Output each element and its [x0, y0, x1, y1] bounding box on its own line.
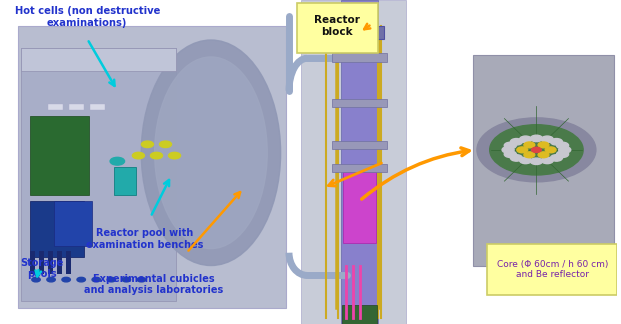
Circle shape — [517, 147, 528, 153]
Circle shape — [132, 152, 145, 159]
Circle shape — [545, 147, 556, 153]
Circle shape — [542, 136, 553, 143]
Circle shape — [62, 277, 70, 282]
FancyBboxPatch shape — [18, 26, 286, 308]
FancyBboxPatch shape — [332, 164, 387, 172]
Circle shape — [502, 146, 514, 153]
FancyBboxPatch shape — [297, 3, 378, 53]
Circle shape — [530, 158, 543, 165]
Circle shape — [550, 139, 563, 145]
Circle shape — [510, 139, 522, 145]
FancyBboxPatch shape — [343, 172, 376, 243]
Circle shape — [160, 141, 171, 147]
FancyBboxPatch shape — [487, 244, 617, 295]
Text: Core (Φ 60cm / h 60 cm)
and Be reflector: Core (Φ 60cm / h 60 cm) and Be reflector — [497, 260, 608, 279]
Circle shape — [538, 142, 549, 148]
FancyBboxPatch shape — [30, 251, 35, 274]
Circle shape — [524, 152, 535, 158]
FancyBboxPatch shape — [48, 104, 63, 110]
FancyBboxPatch shape — [301, 0, 407, 324]
FancyBboxPatch shape — [66, 251, 71, 274]
Circle shape — [150, 152, 163, 159]
Circle shape — [107, 277, 116, 282]
FancyBboxPatch shape — [90, 104, 106, 110]
Circle shape — [122, 277, 130, 282]
Text: Reactor pool with
examination benches: Reactor pool with examination benches — [86, 228, 203, 250]
FancyBboxPatch shape — [21, 48, 176, 301]
Circle shape — [510, 155, 522, 161]
Circle shape — [168, 152, 181, 159]
Circle shape — [137, 277, 146, 282]
FancyBboxPatch shape — [114, 167, 136, 195]
Circle shape — [47, 277, 55, 282]
FancyBboxPatch shape — [341, 0, 378, 324]
Circle shape — [490, 125, 583, 175]
Circle shape — [520, 136, 532, 143]
FancyBboxPatch shape — [39, 251, 44, 274]
FancyBboxPatch shape — [69, 104, 84, 110]
Circle shape — [542, 157, 553, 164]
Circle shape — [32, 277, 40, 282]
FancyBboxPatch shape — [332, 53, 387, 62]
Circle shape — [550, 155, 563, 161]
Circle shape — [538, 152, 549, 158]
Circle shape — [530, 135, 543, 142]
FancyBboxPatch shape — [342, 305, 377, 324]
Circle shape — [77, 277, 86, 282]
FancyBboxPatch shape — [57, 251, 62, 274]
Circle shape — [524, 142, 535, 148]
FancyBboxPatch shape — [473, 55, 614, 266]
Circle shape — [504, 142, 516, 149]
Text: Hot cells (non destructive
examinations): Hot cells (non destructive examinations) — [14, 6, 160, 28]
Circle shape — [142, 141, 153, 147]
Circle shape — [504, 151, 516, 157]
Circle shape — [477, 118, 596, 182]
FancyBboxPatch shape — [30, 116, 89, 195]
Circle shape — [110, 157, 125, 165]
Text: Reactor
block: Reactor block — [314, 15, 360, 37]
Circle shape — [92, 277, 101, 282]
FancyBboxPatch shape — [332, 141, 387, 149]
Ellipse shape — [155, 57, 267, 249]
Text: Experimental cubicles
and analysis laboratories: Experimental cubicles and analysis labor… — [84, 274, 223, 295]
Text: Storage
pools: Storage pools — [20, 258, 64, 279]
FancyBboxPatch shape — [335, 26, 384, 39]
Circle shape — [556, 151, 569, 157]
FancyBboxPatch shape — [332, 99, 387, 107]
Circle shape — [559, 146, 571, 153]
Ellipse shape — [141, 40, 281, 265]
FancyBboxPatch shape — [48, 251, 53, 274]
FancyBboxPatch shape — [21, 49, 176, 71]
Circle shape — [556, 142, 569, 149]
FancyBboxPatch shape — [30, 201, 84, 257]
Circle shape — [520, 157, 532, 164]
Circle shape — [532, 147, 542, 152]
FancyBboxPatch shape — [54, 201, 92, 246]
